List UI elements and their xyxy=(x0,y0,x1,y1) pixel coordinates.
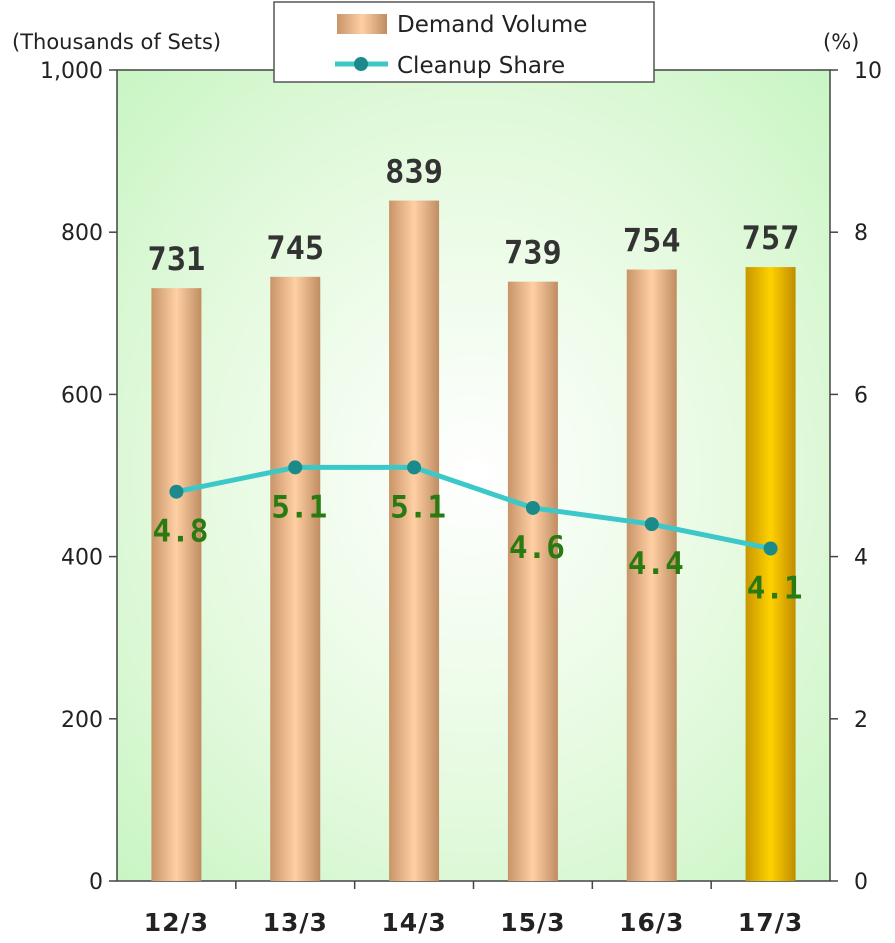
cleanup-share-point xyxy=(525,500,540,515)
x-axis-category-label: 12/3 xyxy=(144,908,209,937)
demand-bar-highlighted xyxy=(745,267,796,881)
demand-bar xyxy=(507,281,558,881)
line-value-labels: 4.8 5.1 5.1 4.6 4.4 4.1 xyxy=(152,489,802,606)
bar-series xyxy=(151,200,796,882)
right-axis-tick-label: 6 xyxy=(854,383,868,408)
legend-label-cleanup: Cleanup Share xyxy=(397,53,565,79)
right-axis-tick-label: 2 xyxy=(854,708,868,733)
plot-area xyxy=(116,69,831,882)
right-axis-tick-label: 4 xyxy=(854,546,868,571)
x-axis-category-label: 13/3 xyxy=(263,908,328,937)
left-axis: 0 200 400 600 800 1,000 xyxy=(40,59,117,895)
demand-bar xyxy=(389,200,440,882)
bar-value-labels: 731 745 839 739 754 757 xyxy=(148,153,800,279)
cleanup-share-point xyxy=(169,484,184,499)
right-axis-unit: (%) xyxy=(823,30,859,54)
right-axis-tick-label: 0 xyxy=(854,870,868,895)
right-axis: 0 2 4 6 8 10 xyxy=(830,59,882,895)
cleanup-share-point xyxy=(763,541,778,556)
demand-bar-value-label: 731 xyxy=(148,240,206,278)
demand-bar xyxy=(270,276,321,881)
cleanup-share-value-label: 4.4 xyxy=(628,546,684,582)
cleanup-share-point xyxy=(288,460,303,475)
left-axis-tick-label: 0 xyxy=(89,870,103,895)
demand-bar-value-label: 839 xyxy=(385,153,443,191)
cleanup-share-value-label: 4.8 xyxy=(152,514,208,550)
legend-swatch-cleanup-marker xyxy=(354,57,368,71)
cleanup-share-point xyxy=(407,460,422,475)
cleanup-share-value-label: 5.1 xyxy=(271,489,327,525)
left-axis-unit: (Thousands of Sets) xyxy=(12,30,221,54)
demand-bar-value-label: 745 xyxy=(266,229,324,267)
right-axis-tick-label: 10 xyxy=(854,59,882,84)
left-axis-tick-label: 600 xyxy=(61,383,103,408)
left-axis-tick-label: 800 xyxy=(61,221,103,246)
x-axis: 12/3 13/3 14/3 15/3 16/3 17/3 xyxy=(144,881,803,937)
demand-bar xyxy=(626,269,677,882)
cleanup-share-line xyxy=(175,464,772,551)
x-axis-category-label: 15/3 xyxy=(500,908,565,937)
legend-swatch-demand xyxy=(337,14,387,34)
left-axis-tick-label: 200 xyxy=(61,708,103,733)
demand-bar-value-label: 757 xyxy=(742,219,800,257)
cleanup-share-value-label: 4.6 xyxy=(509,530,565,566)
right-axis-tick-label: 8 xyxy=(854,221,868,246)
legend-label-demand: Demand Volume xyxy=(397,12,587,38)
demand-bar-value-label: 739 xyxy=(504,234,562,272)
left-axis-tick-label: 400 xyxy=(61,546,103,571)
demand-bar xyxy=(151,288,202,881)
line-series xyxy=(169,460,778,556)
cleanup-share-value-label: 4.1 xyxy=(747,570,803,606)
legend: Demand Volume Cleanup Share xyxy=(273,1,655,83)
x-axis-category-label: 16/3 xyxy=(619,908,684,937)
x-axis-category-label: 17/3 xyxy=(738,908,803,937)
left-axis-tick-label: 1,000 xyxy=(40,59,103,84)
x-axis-category-label: 14/3 xyxy=(381,908,446,937)
cleanup-share-value-label: 5.1 xyxy=(390,489,446,525)
cleanup-share-point xyxy=(644,517,659,532)
demand-bar-value-label: 754 xyxy=(623,222,681,260)
